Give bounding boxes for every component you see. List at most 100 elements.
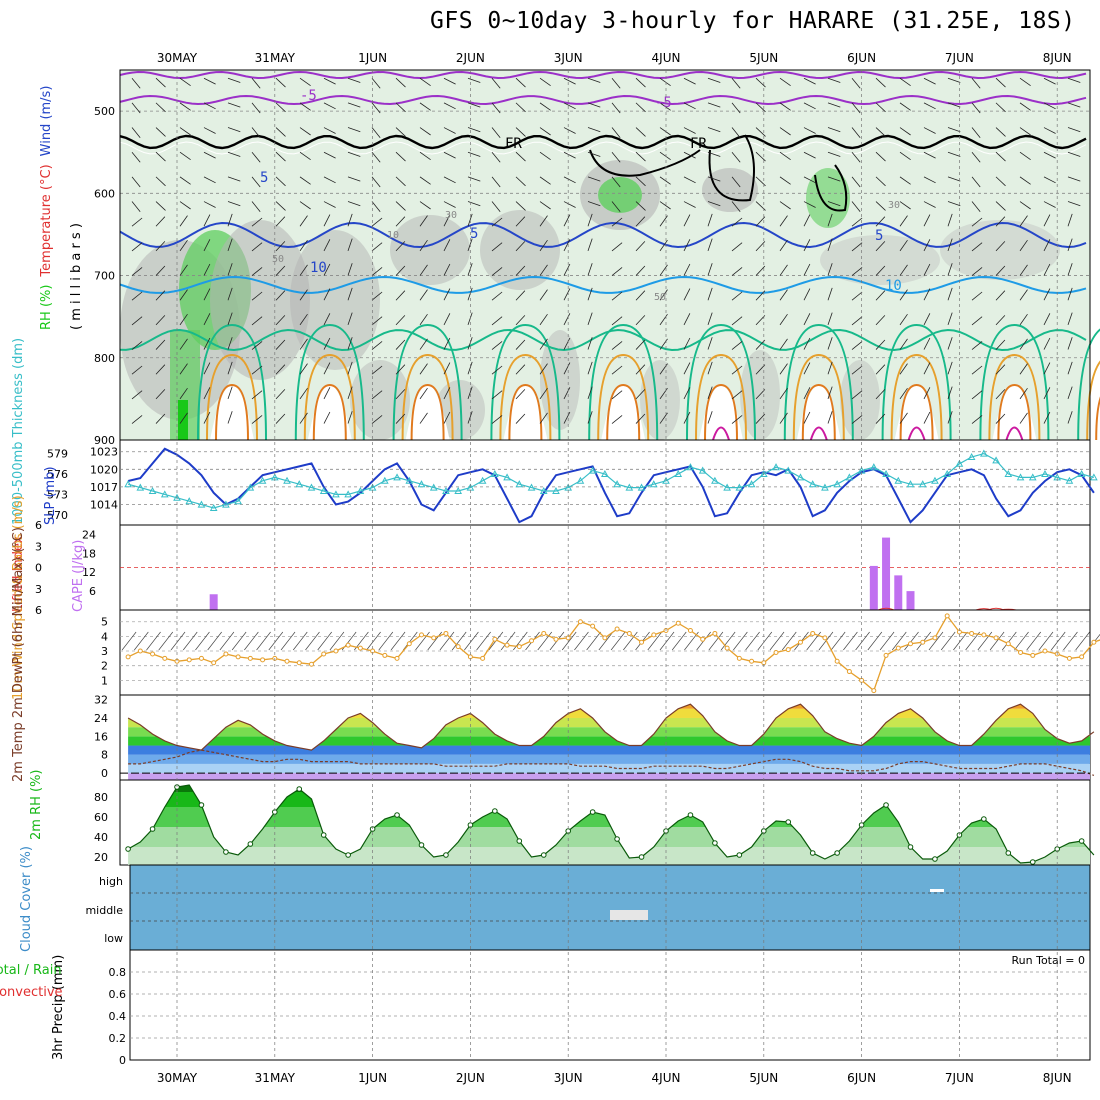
wind-barb-3 (203, 77, 216, 85)
warm-contour-7-2 (899, 383, 934, 441)
wind-barb-171 (395, 176, 406, 187)
wind-barb-243 (203, 214, 211, 227)
wind-barb-116 (995, 127, 1006, 137)
wind-barb-235 (971, 201, 981, 212)
wind-barb-151 (875, 151, 886, 162)
thickness-marker-65 (918, 480, 927, 488)
warm-core-5 (712, 426, 730, 441)
wind-barb-328 (323, 263, 331, 276)
wind-marker-38 (590, 623, 596, 629)
wind-barb-213 (443, 201, 456, 208)
wind-barb-225 (731, 201, 741, 212)
wind-barb-246 (275, 216, 286, 227)
wind-barb-458 (563, 337, 571, 350)
wind-barb-278 (1043, 214, 1051, 227)
wind-barb-352 (899, 264, 908, 276)
wind-barb-464 (707, 337, 713, 350)
wind-barb-67 (779, 102, 791, 111)
wind-barb-47 (299, 102, 311, 111)
wind-marker-64 (908, 641, 913, 647)
wind-barb-218 (563, 201, 576, 208)
wind-barb-16 (515, 77, 526, 88)
wind-barb-428 (803, 313, 811, 326)
wind-barb-450 (371, 341, 383, 350)
wind-barb-573 (443, 411, 451, 424)
wind-barb-5 (251, 77, 261, 89)
thickness-marker-51 (747, 480, 756, 488)
thickness-marker-34 (539, 486, 548, 494)
wind-barb-442 (179, 338, 188, 350)
temp-band-4 (128, 736, 1090, 746)
wind-barb-22 (659, 77, 671, 87)
temp-tick-24: 24 (94, 712, 108, 725)
sfc-barb-66 (928, 631, 944, 651)
thickness-marker-79 (1090, 473, 1098, 481)
wind-barb-56 (515, 102, 526, 113)
wind-barb-13 (443, 77, 456, 85)
wind-barb-427 (779, 313, 788, 326)
thickness-marker-32 (515, 480, 524, 488)
wind-barb-169 (347, 176, 361, 182)
wind-barb-599 (1067, 411, 1073, 424)
wind-barb-221 (635, 201, 646, 211)
wind-barb-517 (1019, 363, 1028, 375)
wind-barb-557 (1019, 387, 1028, 400)
rh-marker-46 (687, 812, 694, 818)
wind-barb-511 (875, 364, 886, 375)
rh-tick-60: 60 (94, 811, 108, 824)
rh-marker-22 (394, 812, 400, 818)
wind-barb-124 (227, 151, 241, 157)
wind-barb-438 (1043, 313, 1051, 326)
thickness-marker-33 (527, 483, 536, 491)
thickness-marker-45 (674, 469, 683, 477)
wind-barb-378 (563, 288, 571, 301)
wind-barb-574 (467, 411, 473, 424)
wind-barb-191 (875, 176, 886, 187)
wind-barb-507 (779, 363, 788, 375)
wind-barb-401 (155, 315, 166, 326)
temp-band-1 (128, 763, 1090, 774)
dewpt-line (128, 749, 1095, 776)
wind-barb-4 (227, 77, 241, 83)
slp-tick-2: 1017 (90, 481, 118, 494)
wind-barb-30 (851, 77, 861, 89)
wind-barb-398 (1043, 288, 1051, 301)
wind-barb-493 (443, 362, 451, 375)
wind-barb-43 (203, 102, 216, 110)
thickness-marker-15 (307, 483, 316, 491)
wind-barb-31 (875, 77, 886, 88)
wind-marker-8 (223, 651, 229, 657)
wind-barb-387 (779, 289, 788, 301)
wind-barb-291 (395, 241, 406, 252)
thickness-marker-70 (980, 449, 988, 457)
thickness-marker-25 (429, 483, 438, 491)
thickness-marker-40 (613, 480, 621, 488)
date-top-7: 6JUN (847, 51, 876, 65)
wind-barb-503 (683, 362, 691, 375)
thickness-marker-19 (356, 486, 365, 494)
warm-contour-7-1 (890, 353, 943, 441)
wind-barb-51 (395, 102, 406, 113)
rh-shade-7 (598, 177, 642, 213)
contour-label-8: 10 (885, 278, 902, 294)
warm-contour-6-2 (801, 383, 836, 441)
wind-barb-177 (539, 176, 551, 185)
wind-barb-66 (755, 102, 766, 113)
date-top-6: 5JUN (749, 51, 778, 65)
sfc-barb-59 (843, 631, 858, 651)
wind-barb-410 (371, 316, 383, 326)
wind-barb-465 (731, 341, 743, 350)
wind-barb-282 (179, 239, 188, 252)
wind-marker-77 (1066, 655, 1072, 661)
wind-barb-317 (1019, 239, 1028, 252)
wind-barb-283 (203, 239, 211, 252)
sfc-barb-41 (623, 631, 638, 651)
wind-barb-473 (923, 337, 931, 350)
wind-marker-40 (614, 626, 620, 632)
warm-contour-9-2 (1095, 396, 1100, 441)
wind-barb-404 (227, 312, 233, 326)
wind-marker-43 (651, 632, 657, 638)
contour-label-1: -5 (655, 95, 672, 111)
wind-barb-576 (515, 413, 526, 424)
freezing-bump-2 (708, 134, 755, 202)
